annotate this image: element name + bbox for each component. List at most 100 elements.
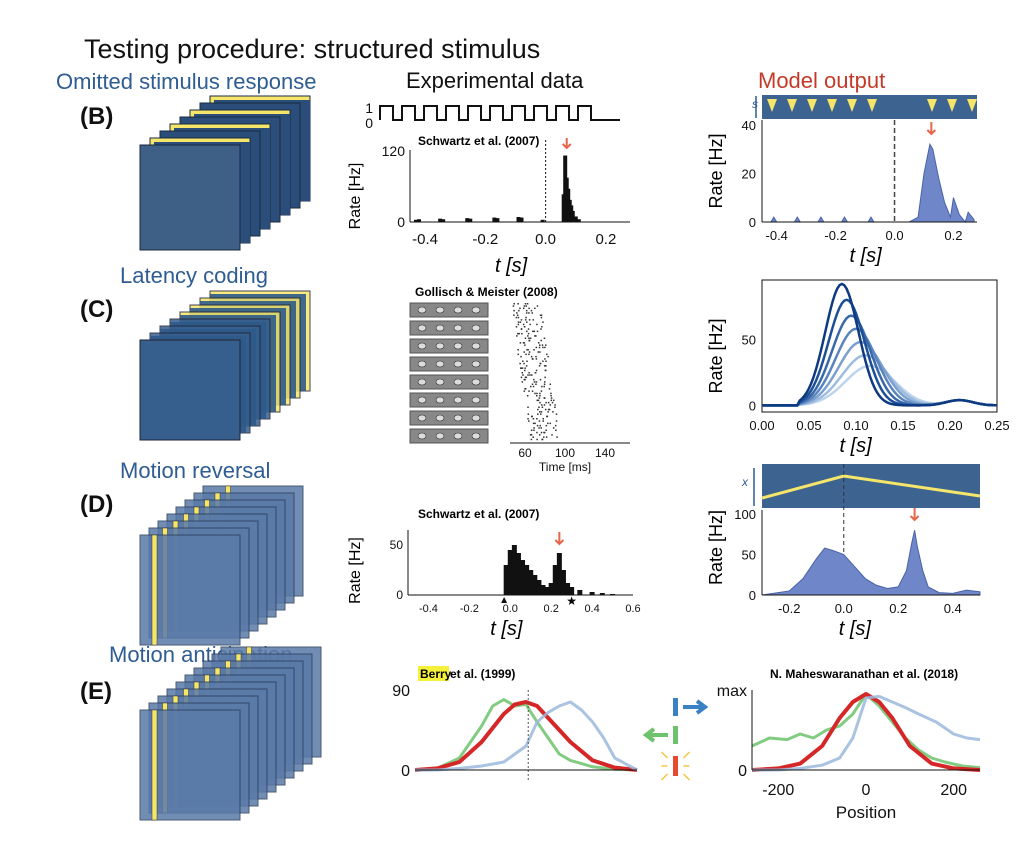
spike: [527, 328, 530, 330]
xtick: 0.2: [595, 231, 616, 248]
spike: [555, 420, 558, 422]
spike: [524, 337, 527, 339]
xtick: 0.25: [984, 418, 1009, 433]
spike: [540, 431, 543, 434]
spike: [546, 415, 549, 418]
bar: [552, 565, 558, 595]
series-line: [751, 692, 981, 772]
stim-c-frame: [139, 339, 241, 441]
header-experimental: Experimental data: [406, 68, 584, 93]
spike: [537, 342, 540, 344]
spike: [534, 335, 536, 337]
spike: [549, 404, 552, 406]
xtick: 0.4: [584, 603, 599, 615]
chart-d-model: x 0 50 100 -0.2 0.0 0.2 0.4 Rate [Hz] t [s]: [706, 464, 981, 640]
spike: [526, 395, 529, 397]
spike: [527, 332, 530, 335]
spike: [532, 422, 535, 425]
bar: [540, 219, 545, 222]
spike: [519, 367, 522, 369]
spike: [539, 392, 541, 395]
spike: [538, 406, 540, 408]
spike: [545, 344, 547, 346]
spike: [538, 346, 541, 349]
spike: [517, 321, 520, 323]
spike: [524, 303, 527, 305]
spike: [532, 319, 534, 321]
spike: [544, 408, 547, 411]
spike: [535, 383, 537, 385]
stim-strip: [409, 392, 489, 408]
stim-tri: [787, 99, 797, 112]
xtick: -0.2: [778, 601, 800, 616]
spike: [516, 312, 518, 314]
annotation: Schwartz et al. (2007): [418, 134, 539, 148]
stim-dot: [453, 342, 463, 350]
spike: [528, 390, 530, 392]
xtick: 0.4: [944, 601, 962, 616]
ytick: 0: [397, 214, 405, 230]
spike: [543, 431, 545, 434]
spike: [535, 346, 538, 349]
spike: [528, 420, 530, 422]
annotation: Schwartz et al. (2007): [418, 507, 539, 521]
spike: [518, 309, 520, 312]
spike: [527, 349, 529, 351]
spike: [530, 429, 533, 431]
spike: [537, 408, 539, 411]
arrow-marker: [926, 122, 937, 136]
spike: [539, 395, 541, 397]
bar: [610, 594, 616, 595]
arrow-marker: [909, 508, 920, 522]
spike: [528, 319, 531, 321]
bar: [532, 575, 538, 595]
spike: [525, 316, 527, 319]
annotation-highlight: Berry: [420, 667, 452, 681]
stim-dot: [417, 342, 427, 350]
stim-dot: [471, 378, 481, 386]
spike: [543, 431, 546, 434]
spike: [520, 355, 522, 358]
spike: [517, 303, 519, 305]
panel-label-c: (C): [80, 296, 114, 323]
stim-dot: [471, 432, 481, 440]
spike: [536, 399, 538, 402]
series-line: [415, 700, 638, 772]
section-latency: Latency coding: [120, 263, 268, 288]
xtick: 0.2: [944, 228, 962, 243]
spike: [523, 390, 526, 392]
spike: [538, 365, 541, 367]
spike: [541, 406, 544, 408]
xtick: -0.4: [766, 228, 788, 243]
bar: [417, 219, 422, 222]
xtick: 100: [555, 446, 575, 460]
stim-dot: [435, 378, 445, 386]
spike: [530, 385, 532, 388]
ytick: 90: [392, 683, 410, 700]
spike: [527, 335, 529, 337]
xlabel: t [s]: [850, 245, 883, 267]
spike: [545, 429, 547, 431]
rate-curve: [762, 298, 998, 407]
spike: [532, 330, 534, 333]
spike: [526, 330, 528, 333]
spike: [519, 342, 522, 344]
stim-dot: [435, 414, 445, 422]
stim-strip: [409, 320, 489, 336]
panel-label-d: (D): [80, 491, 114, 518]
stim-dot: [453, 396, 463, 404]
xtick: 0.2: [889, 601, 907, 616]
spike: [535, 355, 537, 358]
spike: [528, 312, 530, 314]
spike: [538, 420, 541, 422]
spike: [550, 397, 553, 399]
spike: [524, 369, 526, 372]
spike: [554, 406, 556, 408]
bar: [414, 219, 419, 222]
stim-dot: [417, 414, 427, 422]
stim-tri: [867, 99, 877, 112]
spike: [542, 321, 544, 323]
ytick: 0: [396, 588, 403, 602]
spike: [538, 434, 541, 436]
spike: [551, 434, 553, 436]
